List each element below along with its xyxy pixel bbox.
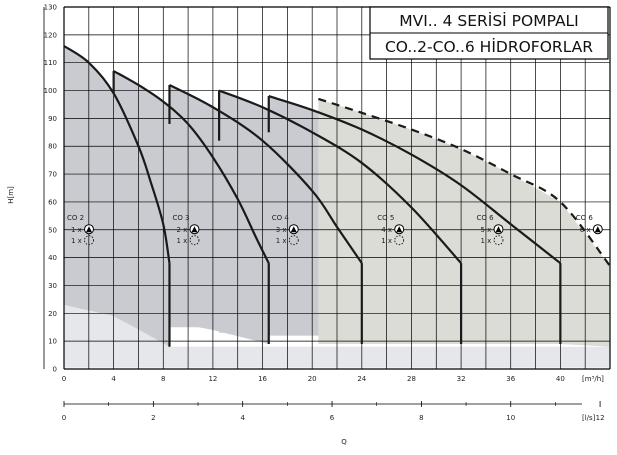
pump-icon-mark-6 bbox=[594, 226, 601, 233]
x-tick-m3h-40: 40 bbox=[556, 375, 565, 383]
series-pumps-6: 6 x bbox=[580, 226, 591, 234]
y-tick-110: 110 bbox=[44, 59, 57, 67]
x-tick-ls-10: 10 bbox=[506, 414, 515, 422]
series-standby-3: 1 x bbox=[276, 237, 287, 245]
series-name-1: CO 2 bbox=[67, 214, 84, 222]
x-tick-m3h-32: 32 bbox=[457, 375, 466, 383]
x-tick-m3h-4: 4 bbox=[111, 375, 116, 383]
label-layer: CO 2 1 x 1 x CO 3 2 x 1 x CO 4 3 x 1 x CO 5 4 x 1 x… bbox=[67, 214, 603, 246]
series-name-4: CO 5 bbox=[377, 214, 394, 222]
chart-title-line-2: CO..2-CO..6 HİDROFORLAR bbox=[385, 37, 593, 56]
standby-pump-icon-1 bbox=[84, 235, 94, 246]
x-tick-m3h-8: 8 bbox=[161, 375, 165, 383]
pump-icon-mark-5 bbox=[495, 226, 502, 233]
y-tick-20: 20 bbox=[48, 310, 57, 318]
x-unit-m3h: [m³/h] bbox=[582, 375, 604, 383]
series-standby-2: 1 x bbox=[176, 237, 187, 245]
standby-pump-icon-5 bbox=[493, 235, 504, 246]
y-tick-0: 0 bbox=[53, 366, 57, 374]
series-pumps-2: 2 x bbox=[176, 226, 187, 234]
series-name-5: CO 6 bbox=[477, 214, 495, 222]
x-tick-ls-8: 8 bbox=[419, 414, 423, 422]
y-tick-10: 10 bbox=[48, 338, 57, 346]
y-tick-120: 120 bbox=[44, 31, 57, 39]
x-tick-m3h-16: 16 bbox=[258, 375, 267, 383]
series-name-3: CO 4 bbox=[272, 214, 290, 222]
curve-6 bbox=[318, 97, 611, 267]
chart-title-line-1: MVI.. 4 SERİSİ POMPALI bbox=[399, 11, 579, 30]
curve-1 bbox=[63, 45, 171, 264]
x-tick-m3h-28: 28 bbox=[407, 375, 416, 383]
standby-pump-icon-4 bbox=[394, 235, 405, 246]
pump-icon-mark-3 bbox=[290, 226, 297, 233]
series-standby-4: 1 x bbox=[381, 237, 392, 245]
fill-layer bbox=[64, 45, 610, 368]
x-tick-m3h-12: 12 bbox=[208, 375, 217, 383]
x-tick-m3h-24: 24 bbox=[357, 375, 366, 383]
y-tick-100: 100 bbox=[44, 87, 57, 95]
series-pumps-3: 3 x bbox=[276, 226, 287, 234]
series-standby-5: 1 x bbox=[481, 237, 492, 245]
curve-5 bbox=[268, 95, 562, 265]
pump-icon-mark-1 bbox=[86, 226, 92, 233]
curve-4 bbox=[218, 89, 462, 264]
x-tick-ls-6: 6 bbox=[330, 414, 335, 422]
pump-icon-mark-4 bbox=[396, 226, 403, 233]
y-tick-90: 90 bbox=[48, 115, 57, 123]
x-tick-m3h-36: 36 bbox=[506, 375, 515, 383]
curve-2 bbox=[113, 70, 270, 264]
y-tick-50: 50 bbox=[48, 226, 57, 234]
y-tick-60: 60 bbox=[48, 198, 57, 206]
x-tick-ls-4: 4 bbox=[240, 414, 245, 422]
series-pumps-1: 1 x bbox=[71, 226, 82, 234]
y-tick-30: 30 bbox=[48, 282, 57, 290]
series-pumps-4: 4 x bbox=[381, 226, 392, 234]
region-fill-6 bbox=[318, 98, 610, 347]
y-tick-80: 80 bbox=[48, 143, 57, 151]
x-axis-title: Q bbox=[341, 438, 347, 446]
x-unit-ls: [l/s] bbox=[582, 414, 596, 422]
y-tick-40: 40 bbox=[48, 254, 57, 262]
grid-layer bbox=[63, 6, 611, 370]
series-standby-1: 1 x bbox=[71, 237, 82, 245]
x-tick-ls-2: 2 bbox=[151, 414, 155, 422]
series-name-2: CO 3 bbox=[172, 214, 189, 222]
curve-3 bbox=[168, 83, 363, 264]
y-tick-130: 130 bbox=[44, 4, 57, 12]
x-tick-ls-12: 12 bbox=[596, 414, 605, 422]
x-tick-m3h-0: 0 bbox=[62, 375, 66, 383]
pump-icon-mark-2 bbox=[191, 226, 198, 233]
standby-pump-icon-3 bbox=[288, 235, 299, 246]
series-name-6: CO 6 bbox=[576, 214, 594, 222]
y-axis-title: H[m] bbox=[7, 186, 15, 204]
standby-pump-icon-2 bbox=[189, 235, 200, 246]
y-tick-70: 70 bbox=[48, 171, 57, 179]
x-tick-ls-0: 0 bbox=[62, 414, 66, 422]
series-pumps-5: 5 x bbox=[481, 226, 492, 234]
x-tick-m3h-20: 20 bbox=[308, 375, 317, 383]
low-flow-band bbox=[64, 304, 610, 368]
curve-layer bbox=[63, 45, 611, 347]
